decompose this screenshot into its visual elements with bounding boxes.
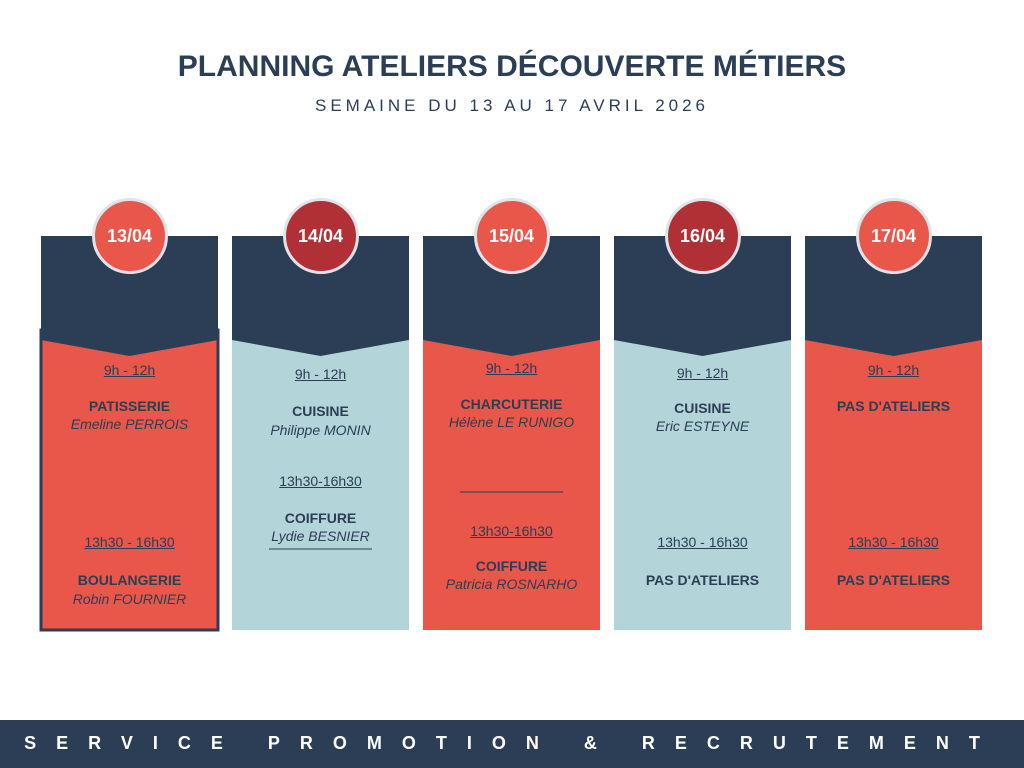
subtitle: SEMAINE DU 13 AU 17 AVRIL 2026 (314, 96, 710, 115)
afternoon-time: 13h30 - 16h30 (657, 534, 748, 550)
columns (39, 236, 982, 632)
column-body (805, 330, 982, 630)
afternoon-workshop: BOULANGERIE (77, 572, 182, 588)
morning-workshop: CUISINE (674, 400, 731, 416)
column-body (614, 330, 791, 630)
afternoon-workshop: PAS D'ATELIERS (836, 572, 951, 588)
date-badge: 17/04 (855, 198, 932, 274)
morning-workshop: CUISINE (292, 403, 349, 419)
title: PLANNING ATELIERS DÉCOUVERTE MÉTIERS (177, 50, 847, 83)
morning-trainer: Hélène LE RUNIGO (448, 414, 575, 430)
afternoon-workshop: COIFFURE (475, 558, 548, 574)
column-body (423, 330, 600, 630)
morning-trainer: Emeline PERROIS (70, 416, 189, 432)
morning-time: 9h - 12h (867, 362, 920, 378)
afternoon-trainer: Patricia ROSNARHO (445, 576, 578, 592)
afternoon-time: 13h30 - 16h30 (848, 534, 939, 550)
morning-time: 9h - 12h (294, 366, 347, 382)
afternoon-time: 13h30 - 16h30 (84, 534, 175, 550)
column-header (41, 236, 218, 356)
date-badge: 16/04 (664, 198, 741, 274)
date-badge: 15/04 (473, 198, 550, 274)
morning-workshop: PAS D'ATELIERS (836, 398, 951, 414)
afternoon-workshop: PAS D'ATELIERS (645, 572, 760, 588)
date-badge: 13/04 (91, 198, 168, 274)
morning-workshop: PATISSERIE (88, 398, 171, 414)
morning-time: 9h - 12h (485, 360, 538, 376)
afternoon-workshop: COIFFURE (284, 510, 357, 526)
column-header (614, 236, 791, 356)
afternoon-time: 13h30-16h30 (279, 473, 362, 489)
morning-time: 9h - 12h (676, 365, 729, 381)
afternoon-trainer: Lydie BESNIER (271, 528, 370, 544)
morning-trainer: Eric ESTEYNE (655, 418, 750, 434)
footer-text: SERVICE PROMOTION & RECRUTEMENT (24, 733, 1000, 753)
date-badge: 14/04 (282, 198, 359, 274)
afternoon-time: 13h30-16h30 (470, 523, 553, 539)
morning-workshop: CHARCUTERIE (460, 396, 563, 412)
afternoon-trainer: Robin FOURNIER (72, 591, 187, 607)
column-body (232, 330, 409, 630)
column-header (423, 236, 600, 356)
footer (0, 720, 1024, 768)
morning-time: 9h - 12h (103, 362, 156, 378)
morning-trainer: Philippe MONIN (270, 422, 371, 438)
column-body (39, 328, 220, 632)
column-header (232, 236, 409, 356)
column-header (805, 236, 982, 356)
